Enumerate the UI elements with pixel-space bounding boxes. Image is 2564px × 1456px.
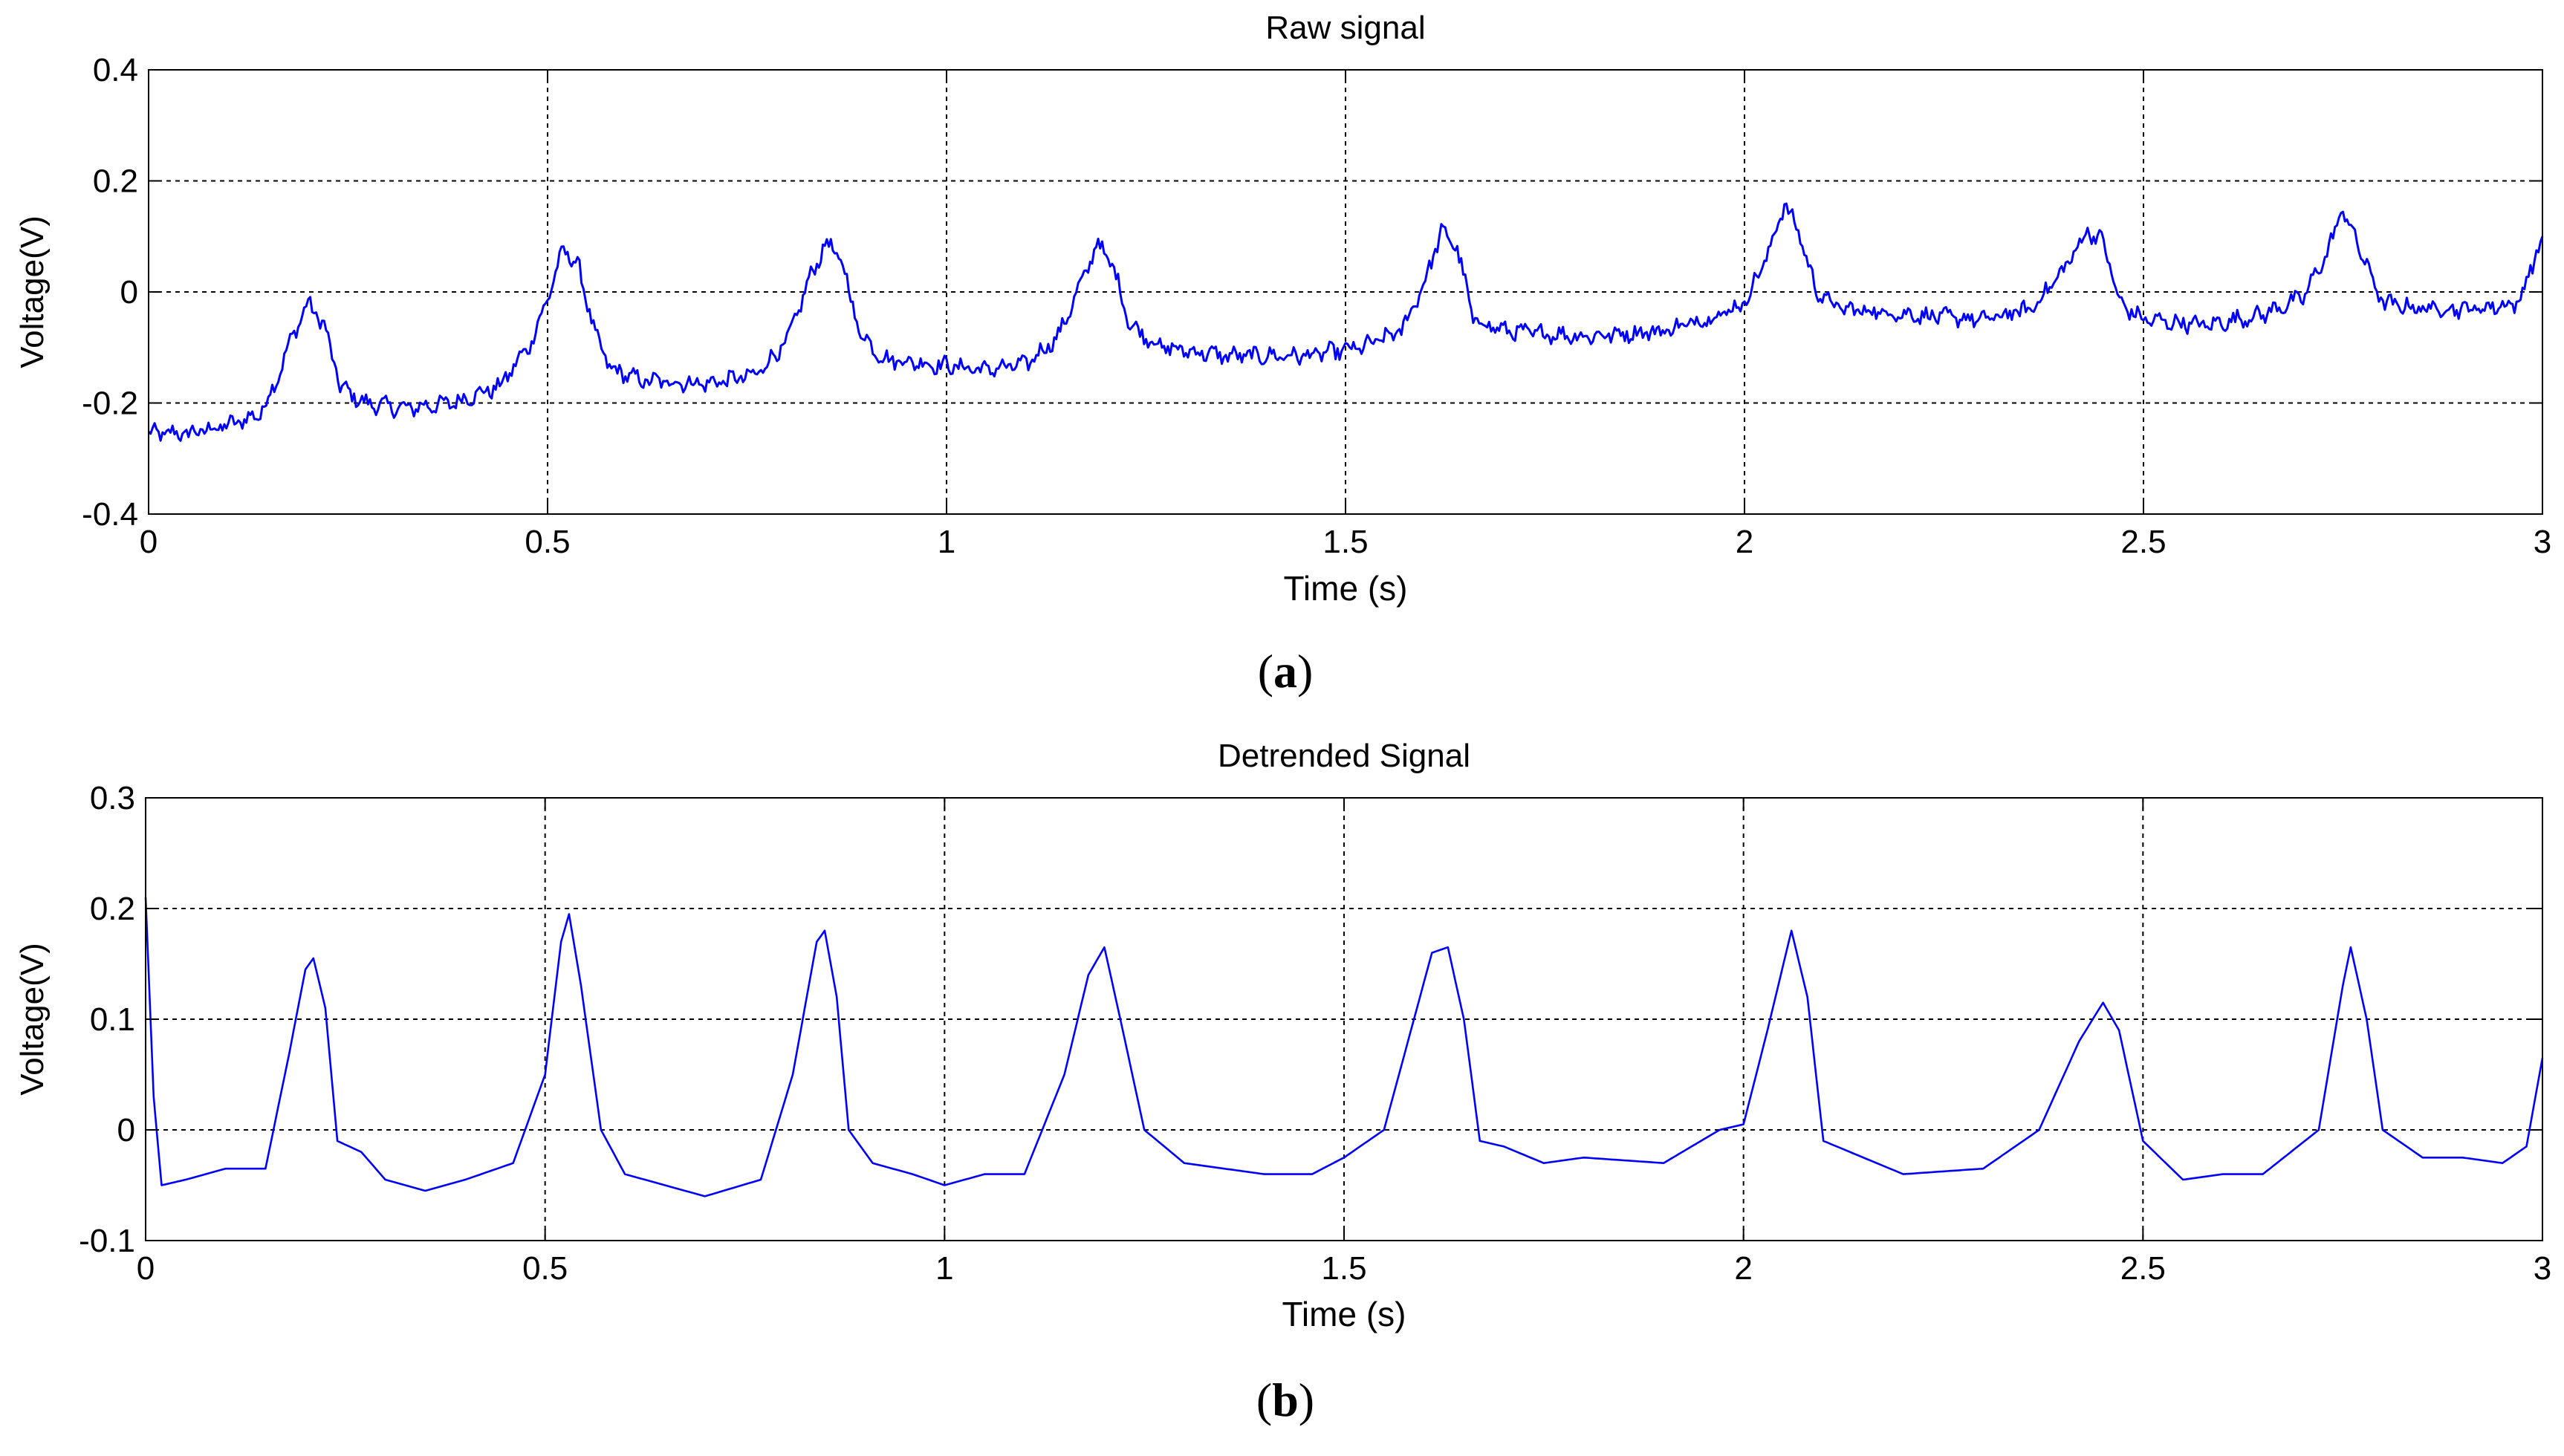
x-tick-label: 1.5 bbox=[1321, 1250, 1366, 1287]
panel-label: (b) bbox=[1256, 1374, 1314, 1426]
series-group bbox=[147, 202, 2544, 442]
chart-title: Detrended Signal bbox=[1218, 738, 1470, 774]
y-tick-label: 0.2 bbox=[90, 891, 135, 927]
y-tick-label: -0.2 bbox=[82, 386, 138, 422]
panel-label: (a) bbox=[1258, 645, 1314, 698]
x-tick-label: 1 bbox=[938, 524, 955, 560]
x-tick-labels: 0 0.5 1 1.5 2 2.5 3 bbox=[137, 1250, 2551, 1287]
x-tick-label: 0.5 bbox=[525, 524, 570, 560]
y-tick-labels: -0.1 0 0.1 0.2 0.3 bbox=[79, 780, 135, 1259]
x-tick-label: 1 bbox=[935, 1250, 953, 1287]
x-tick-label: 3 bbox=[2534, 1250, 2551, 1287]
x-tick-labels: 0 0.5 1 1.5 2 2.5 3 bbox=[140, 524, 2551, 560]
y-tick-label: -0.4 bbox=[82, 496, 138, 533]
x-axis-label: Time (s) bbox=[1282, 1295, 1406, 1333]
x-tick-label: 0 bbox=[140, 524, 158, 560]
y-tick-label: 0.1 bbox=[90, 1001, 135, 1038]
x-tick-label: 0.5 bbox=[522, 1250, 568, 1287]
chart-panel-b: 0 0.5 1 1.5 2 2.5 3 -0.100.10.20.3 Detrended S… bbox=[14, 738, 2551, 1426]
chart-panel-a: 0 0.5 1 1.5 2 2.5 3 -0.4 -0.2 0 0.2 0.4 Raw signal… bbox=[14, 10, 2551, 698]
y-tick-label: -0.1 bbox=[79, 1223, 135, 1259]
tick-marks bbox=[148, 69, 2543, 515]
series-line-detrended bbox=[144, 897, 2544, 1197]
x-axis-label: Time (s) bbox=[1284, 569, 1408, 608]
panel-letter: b bbox=[1272, 1374, 1299, 1426]
tick-marks bbox=[145, 797, 2543, 1241]
x-tick-label: 2 bbox=[1734, 1250, 1752, 1287]
x-tick-label: 2 bbox=[1736, 524, 1753, 560]
series-group bbox=[144, 897, 2544, 1197]
y-tick-label: 0 bbox=[120, 274, 138, 311]
x-tick-label: 3 bbox=[2534, 524, 2551, 560]
y-axis-label: Voltage(V) bbox=[14, 215, 51, 368]
series-line-raw bbox=[147, 202, 2544, 442]
grid-lines bbox=[146, 798, 2542, 1241]
x-tick-label: 0 bbox=[137, 1250, 155, 1287]
chart-title: Raw signal bbox=[1265, 10, 1425, 46]
x-tick-label: 1.5 bbox=[1322, 524, 1368, 560]
y-axis-label: Voltage(V) bbox=[14, 943, 51, 1095]
grid-lines bbox=[149, 70, 2542, 514]
y-tick-labels: -0.4 -0.2 0 0.2 0.4 bbox=[82, 52, 138, 533]
y-tick-label: 0.3 bbox=[90, 780, 135, 816]
y-tick-label: 0.4 bbox=[93, 52, 138, 88]
x-tick-label: 2.5 bbox=[2120, 1250, 2166, 1287]
x-tick-label: 2.5 bbox=[2120, 524, 2166, 560]
y-tick-label: 0 bbox=[117, 1112, 135, 1148]
y-tick-label: 0.2 bbox=[93, 163, 138, 200]
panel-letter: a bbox=[1273, 645, 1297, 698]
